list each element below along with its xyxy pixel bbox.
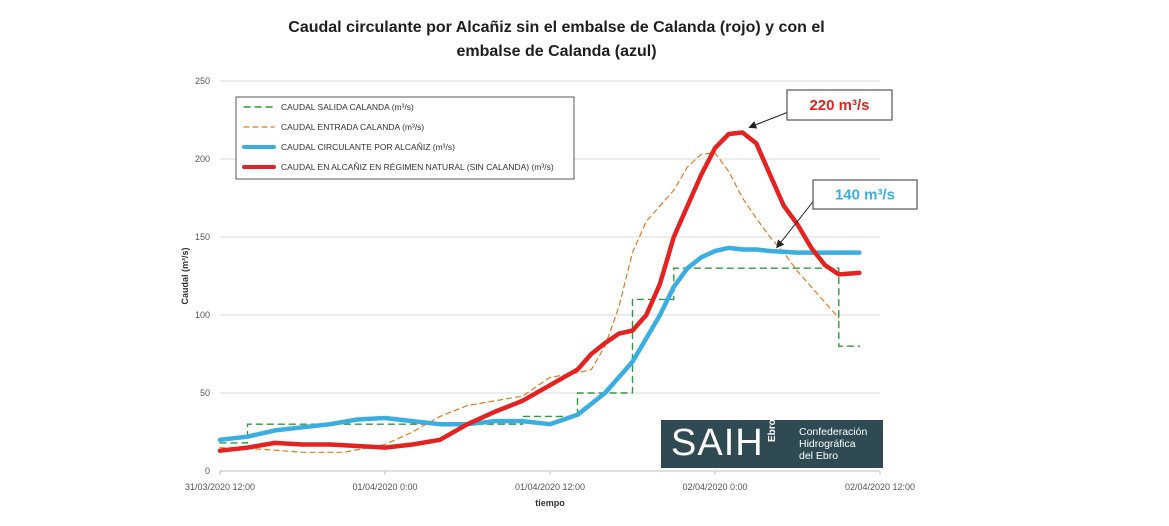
legend-box: [235, 96, 575, 180]
y-tick-label-250: 250: [195, 76, 210, 86]
series-line-2: [217, 245, 862, 443]
annotations: 220 m³/s 140 m³/s: [748, 89, 918, 249]
y-tick-label-100: 100: [195, 310, 210, 320]
annotation-arrow-1: [776, 201, 814, 249]
x-tick-label-2: 01/04/2020 12:00: [515, 482, 585, 492]
series-line-1: [219, 152, 840, 453]
legend-label-1: CAUDAL ENTRADA CALANDA (m³/s): [281, 122, 424, 132]
chart-title-line-2: embalse de Calanda (azul): [456, 43, 657, 60]
logo-org-line-2: Hidrográfica: [799, 438, 856, 450]
legend: CAUDAL SALIDA CALANDA (m³/s) CAUDAL ENTRA…: [235, 96, 575, 180]
x-tick-label-3: 02/04/2020 0:00: [682, 482, 747, 492]
y-tick-label-50: 50: [200, 388, 210, 398]
series-line-0: [219, 267, 861, 444]
axes: 0 50 100 150 200 250 31/03/2020 12:00 01/04/202…: [180, 76, 915, 508]
logo-org-line-1: Confederación: [799, 426, 868, 438]
chart-title: Caudal circulante por Alcañiz sin el emb…: [0, 16, 1113, 64]
annotation-label-0: 220 m³/s: [809, 97, 869, 114]
series-group: [217, 130, 862, 453]
logo-saih-text: SAIH: [671, 422, 764, 464]
legend-label-2: CAUDAL CIRCULANTE POR ALCAÑIZ (m³/s): [281, 142, 455, 152]
saih-ebro-logo: SAIH Ebro Confederación Hidrográfica del…: [661, 419, 883, 468]
legend-label-3: CAUDAL EN ALCAÑIZ EN RÉGIMEN NATURAL (SI…: [281, 162, 554, 172]
y-tick-label-0: 0: [205, 466, 210, 476]
chart-title-line-1: Caudal circulante por Alcañiz sin el emb…: [288, 19, 825, 36]
x-tick-label-0: 31/03/2020 12:00: [185, 482, 255, 492]
annotation-box-0: [786, 89, 893, 121]
legend-label-0: CAUDAL SALIDA CALANDA (m³/s): [281, 102, 414, 112]
logo-organization: Confederación Hidrográfica del Ebro: [799, 426, 867, 462]
y-tick-label-200: 200: [195, 154, 210, 164]
x-tick-label-1: 01/04/2020 0:00: [352, 482, 417, 492]
x-tick-label-4: 02/04/2020 12:00: [845, 482, 915, 492]
y-tick-label-150: 150: [195, 232, 210, 242]
y-axis-title: Caudal (m³/s): [180, 247, 190, 304]
annotation-label-1: 140 m³/s: [835, 187, 895, 204]
series-line-3: [217, 130, 862, 453]
annotation-box-1: [812, 179, 918, 210]
annotation-arrow-0: [748, 112, 788, 129]
logo-org-line-3: del Ebro: [799, 450, 839, 462]
x-axis-title: tiempo: [535, 498, 565, 508]
logo-ebro-text: Ebro: [767, 419, 778, 442]
